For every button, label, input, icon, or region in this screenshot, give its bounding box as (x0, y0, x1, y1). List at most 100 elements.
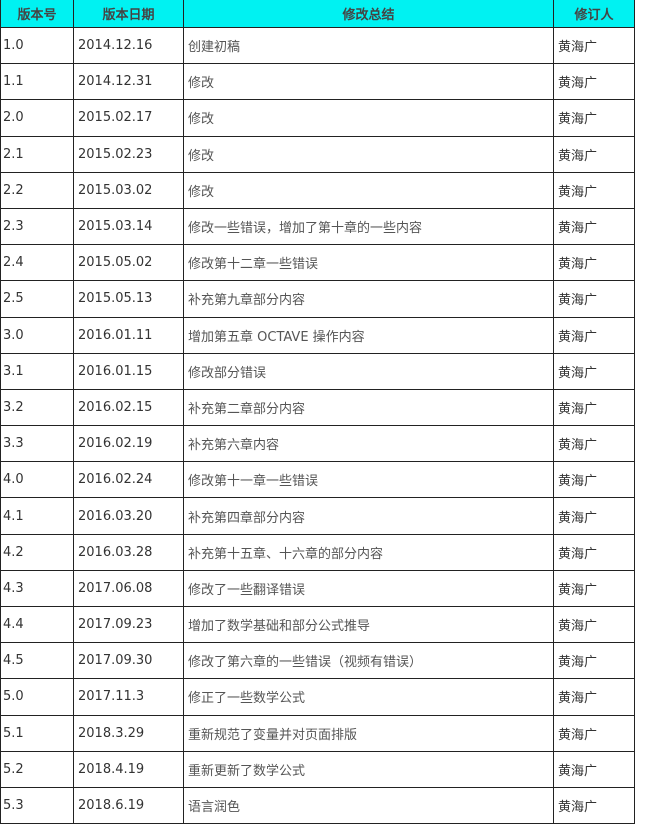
table-row: 4.4 2017.09.23 增加了数学基础和部分公式推导 黄海广 (0, 605, 635, 644)
date-cell: 2015.02.23 (73, 135, 184, 173)
summary-cell: 补充第十五章、十六章的部分内容 (183, 533, 554, 571)
summary-cell: 补充第六章内容 (183, 425, 554, 463)
table-row: 4.0 2016.02.24 修改第十一章一些错误 黄海广 (0, 461, 635, 499)
version-cell: 3.3 (0, 425, 74, 463)
version-cell: 5.1 (0, 714, 74, 752)
date-cell: 2016.02.19 (73, 425, 184, 463)
author-cell: 黄海广 (553, 244, 635, 282)
summary-cell: 补充第四章部分内容 (183, 497, 554, 535)
summary-cell: 修改部分错误 (183, 352, 554, 390)
author-cell: 黄海广 (553, 280, 635, 318)
table-row: 5.3 2018.6.19 语言润色 黄海广 (0, 786, 635, 825)
version-cell: 2.4 (0, 244, 74, 282)
date-cell: 2018.6.19 (73, 786, 184, 825)
author-cell: 黄海广 (553, 750, 635, 788)
summary-cell: 创建初稿 (183, 26, 554, 65)
author-cell: 黄海广 (553, 461, 635, 499)
version-cell: 5.0 (0, 678, 74, 716)
table-row: 2.0 2015.02.17 修改 黄海广 (0, 99, 635, 137)
author-cell: 黄海广 (553, 642, 635, 680)
author-cell: 黄海广 (553, 678, 635, 716)
author-cell: 黄海广 (553, 388, 635, 427)
date-cell: 2016.03.20 (73, 497, 184, 535)
author-cell: 黄海广 (553, 352, 635, 390)
version-cell: 4.4 (0, 605, 74, 644)
version-cell: 2.1 (0, 135, 74, 173)
date-cell: 2015.03.14 (73, 207, 184, 246)
date-cell: 2017.11.3 (73, 678, 184, 716)
summary-cell: 修改了一些翻译错误 (183, 569, 554, 608)
version-cell: 4.1 (0, 497, 74, 535)
date-cell: 2016.03.28 (73, 533, 184, 571)
table-row: 4.2 2016.03.28 补充第十五章、十六章的部分内容 黄海广 (0, 533, 635, 571)
author-cell: 黄海广 (553, 497, 635, 535)
author-cell: 黄海广 (553, 569, 635, 608)
author-cell: 黄海广 (553, 26, 635, 65)
date-cell: 2017.09.23 (73, 605, 184, 644)
date-cell: 2016.02.24 (73, 461, 184, 499)
table-row: 2.1 2015.02.23 修改 黄海广 (0, 135, 635, 173)
version-cell: 5.3 (0, 786, 74, 825)
version-cell: 3.1 (0, 352, 74, 390)
version-cell: 2.0 (0, 99, 74, 137)
author-cell: 黄海广 (553, 135, 635, 173)
version-cell: 4.2 (0, 533, 74, 571)
summary-cell: 修改了第六章的一些错误（视频有错误） (183, 642, 554, 680)
author-cell: 黄海广 (553, 533, 635, 571)
header-author: 修订人 (553, 0, 635, 28)
version-cell: 1.0 (0, 26, 74, 65)
summary-cell: 增加第五章 OCTAVE 操作内容 (183, 316, 554, 354)
table-row: 3.1 2016.01.15 修改部分错误 黄海广 (0, 352, 635, 390)
summary-cell: 修改 (183, 135, 554, 173)
date-cell: 2016.02.15 (73, 388, 184, 427)
date-cell: 2014.12.16 (73, 26, 184, 65)
version-cell: 4.5 (0, 642, 74, 680)
version-cell: 3.0 (0, 316, 74, 354)
table-row: 5.1 2018.3.29 重新规范了变量并对页面排版 黄海广 (0, 714, 635, 752)
date-cell: 2015.02.17 (73, 99, 184, 137)
table-row: 1.0 2014.12.16 创建初稿 黄海广 (0, 26, 635, 65)
date-cell: 2017.06.08 (73, 569, 184, 608)
summary-cell: 修改 (183, 99, 554, 137)
header-version: 版本号 (0, 0, 74, 28)
table-row: 2.3 2015.03.14 修改一些错误，增加了第十章的一些内容 黄海广 (0, 207, 635, 246)
date-cell: 2015.05.02 (73, 244, 184, 282)
author-cell: 黄海广 (553, 207, 635, 246)
summary-cell: 重新规范了变量并对页面排版 (183, 714, 554, 752)
summary-cell: 重新更新了数学公式 (183, 750, 554, 788)
table-row: 5.2 2018.4.19 重新更新了数学公式 黄海广 (0, 750, 635, 788)
version-cell: 2.5 (0, 280, 74, 318)
header-summary: 修改总结 (183, 0, 554, 28)
author-cell: 黄海广 (553, 316, 635, 354)
table-row: 5.0 2017.11.3 修正了一些数学公式 黄海广 (0, 678, 635, 716)
version-cell: 2.2 (0, 171, 74, 209)
author-cell: 黄海广 (553, 714, 635, 752)
author-cell: 黄海广 (553, 99, 635, 137)
date-cell: 2014.12.31 (73, 63, 184, 101)
table-row: 2.5 2015.05.13 补充第九章部分内容 黄海广 (0, 280, 635, 318)
date-cell: 2015.03.02 (73, 171, 184, 209)
summary-cell: 修改第十一章一些错误 (183, 461, 554, 499)
date-cell: 2016.01.11 (73, 316, 184, 354)
table-row: 4.3 2017.06.08 修改了一些翻译错误 黄海广 (0, 569, 635, 608)
version-cell: 4.3 (0, 569, 74, 608)
header-date: 版本日期 (73, 0, 184, 28)
table-row: 3.0 2016.01.11 增加第五章 OCTAVE 操作内容 黄海广 (0, 316, 635, 354)
summary-cell: 补充第九章部分内容 (183, 280, 554, 318)
version-cell: 1.1 (0, 63, 74, 101)
table-row: 2.2 2015.03.02 修改 黄海广 (0, 171, 635, 209)
date-cell: 2015.05.13 (73, 280, 184, 318)
version-cell: 3.2 (0, 388, 74, 427)
summary-cell: 修改 (183, 171, 554, 209)
author-cell: 黄海广 (553, 171, 635, 209)
table-header-row: 版本号 版本日期 修改总结 修订人 (0, 0, 635, 28)
date-cell: 2018.4.19 (73, 750, 184, 788)
summary-cell: 补充第二章部分内容 (183, 388, 554, 427)
table-row: 4.5 2017.09.30 修改了第六章的一些错误（视频有错误） 黄海广 (0, 642, 635, 680)
table-row: 4.1 2016.03.20 补充第四章部分内容 黄海广 (0, 497, 635, 535)
table-row: 1.1 2014.12.31 修改 黄海广 (0, 63, 635, 101)
summary-cell: 修改一些错误，增加了第十章的一些内容 (183, 207, 554, 246)
table-row: 3.3 2016.02.19 补充第六章内容 黄海广 (0, 425, 635, 463)
date-cell: 2017.09.30 (73, 642, 184, 680)
summary-cell: 修正了一些数学公式 (183, 678, 554, 716)
